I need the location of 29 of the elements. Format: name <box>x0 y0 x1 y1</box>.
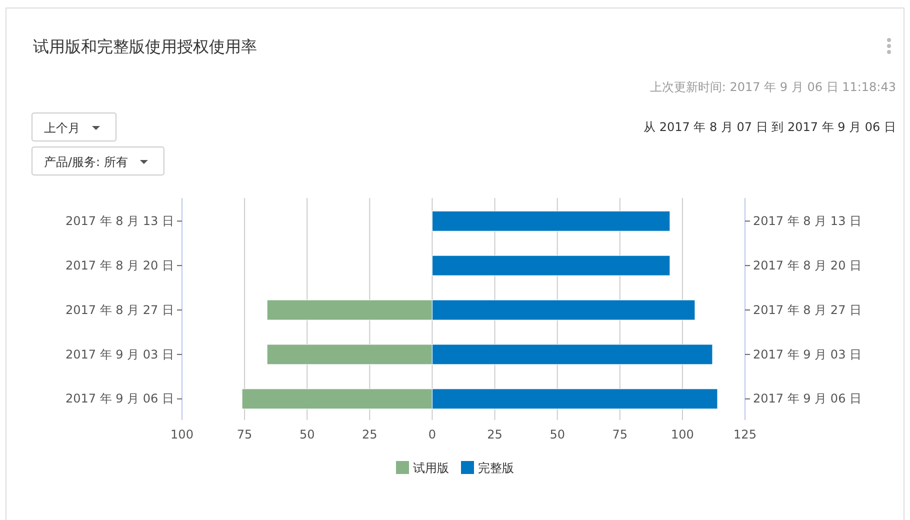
bar <box>432 210 670 232</box>
x-tick-label: 25 <box>362 428 378 442</box>
category-label: 2017 年 8 月 20 日 <box>753 258 862 272</box>
y-tick-label: 2017 年 8 月 27 日 <box>65 302 174 317</box>
text: 上个月 <box>44 121 80 135</box>
x-tick-label: 100 <box>170 428 194 442</box>
text: 上次更新时间: 2017 年 9 月 06 日 11:18:43 <box>650 80 896 94</box>
bar <box>432 255 670 276</box>
category-label: 2017 年 9 月 03 日 <box>753 347 862 362</box>
x-tick-label: 25 <box>487 428 502 442</box>
chart-title: 试用版和完整版使用授权使用率 <box>33 37 257 56</box>
text: 从 2017 年 8 月 07 日 到 2017 年 9 月 06 日 <box>644 120 896 134</box>
y-tick-label: 2017 年 8 月 20 日 <box>65 258 174 272</box>
legend-label: 试用版 <box>413 461 449 475</box>
x-tick-label: 50 <box>550 428 565 442</box>
category-label: 2017 年 9 月 06 日 <box>753 392 862 406</box>
category-label: 2017 年 8 月 13 日 <box>753 214 862 228</box>
x-tick-label: 125 <box>734 428 756 442</box>
y-tick-label: 2017 年 9 月 06 日 <box>65 392 174 406</box>
legend-label: 完整版 <box>478 461 514 475</box>
y-tick-label: 2017 年 8 月 13 日 <box>65 214 174 228</box>
y-tick-label: 2017 年 9 月 03 日 <box>65 347 174 362</box>
text: 产品/服务: 所有 <box>44 155 128 169</box>
x-tick-label: 50 <box>299 428 315 442</box>
x-tick-label: 0 <box>428 428 436 442</box>
x-tick-label: 75 <box>612 428 628 442</box>
x-tick-label: 100 <box>670 428 694 442</box>
category-label: 2017 年 8 月 27 日 <box>753 302 862 317</box>
x-tick-label: 75 <box>236 428 252 442</box>
